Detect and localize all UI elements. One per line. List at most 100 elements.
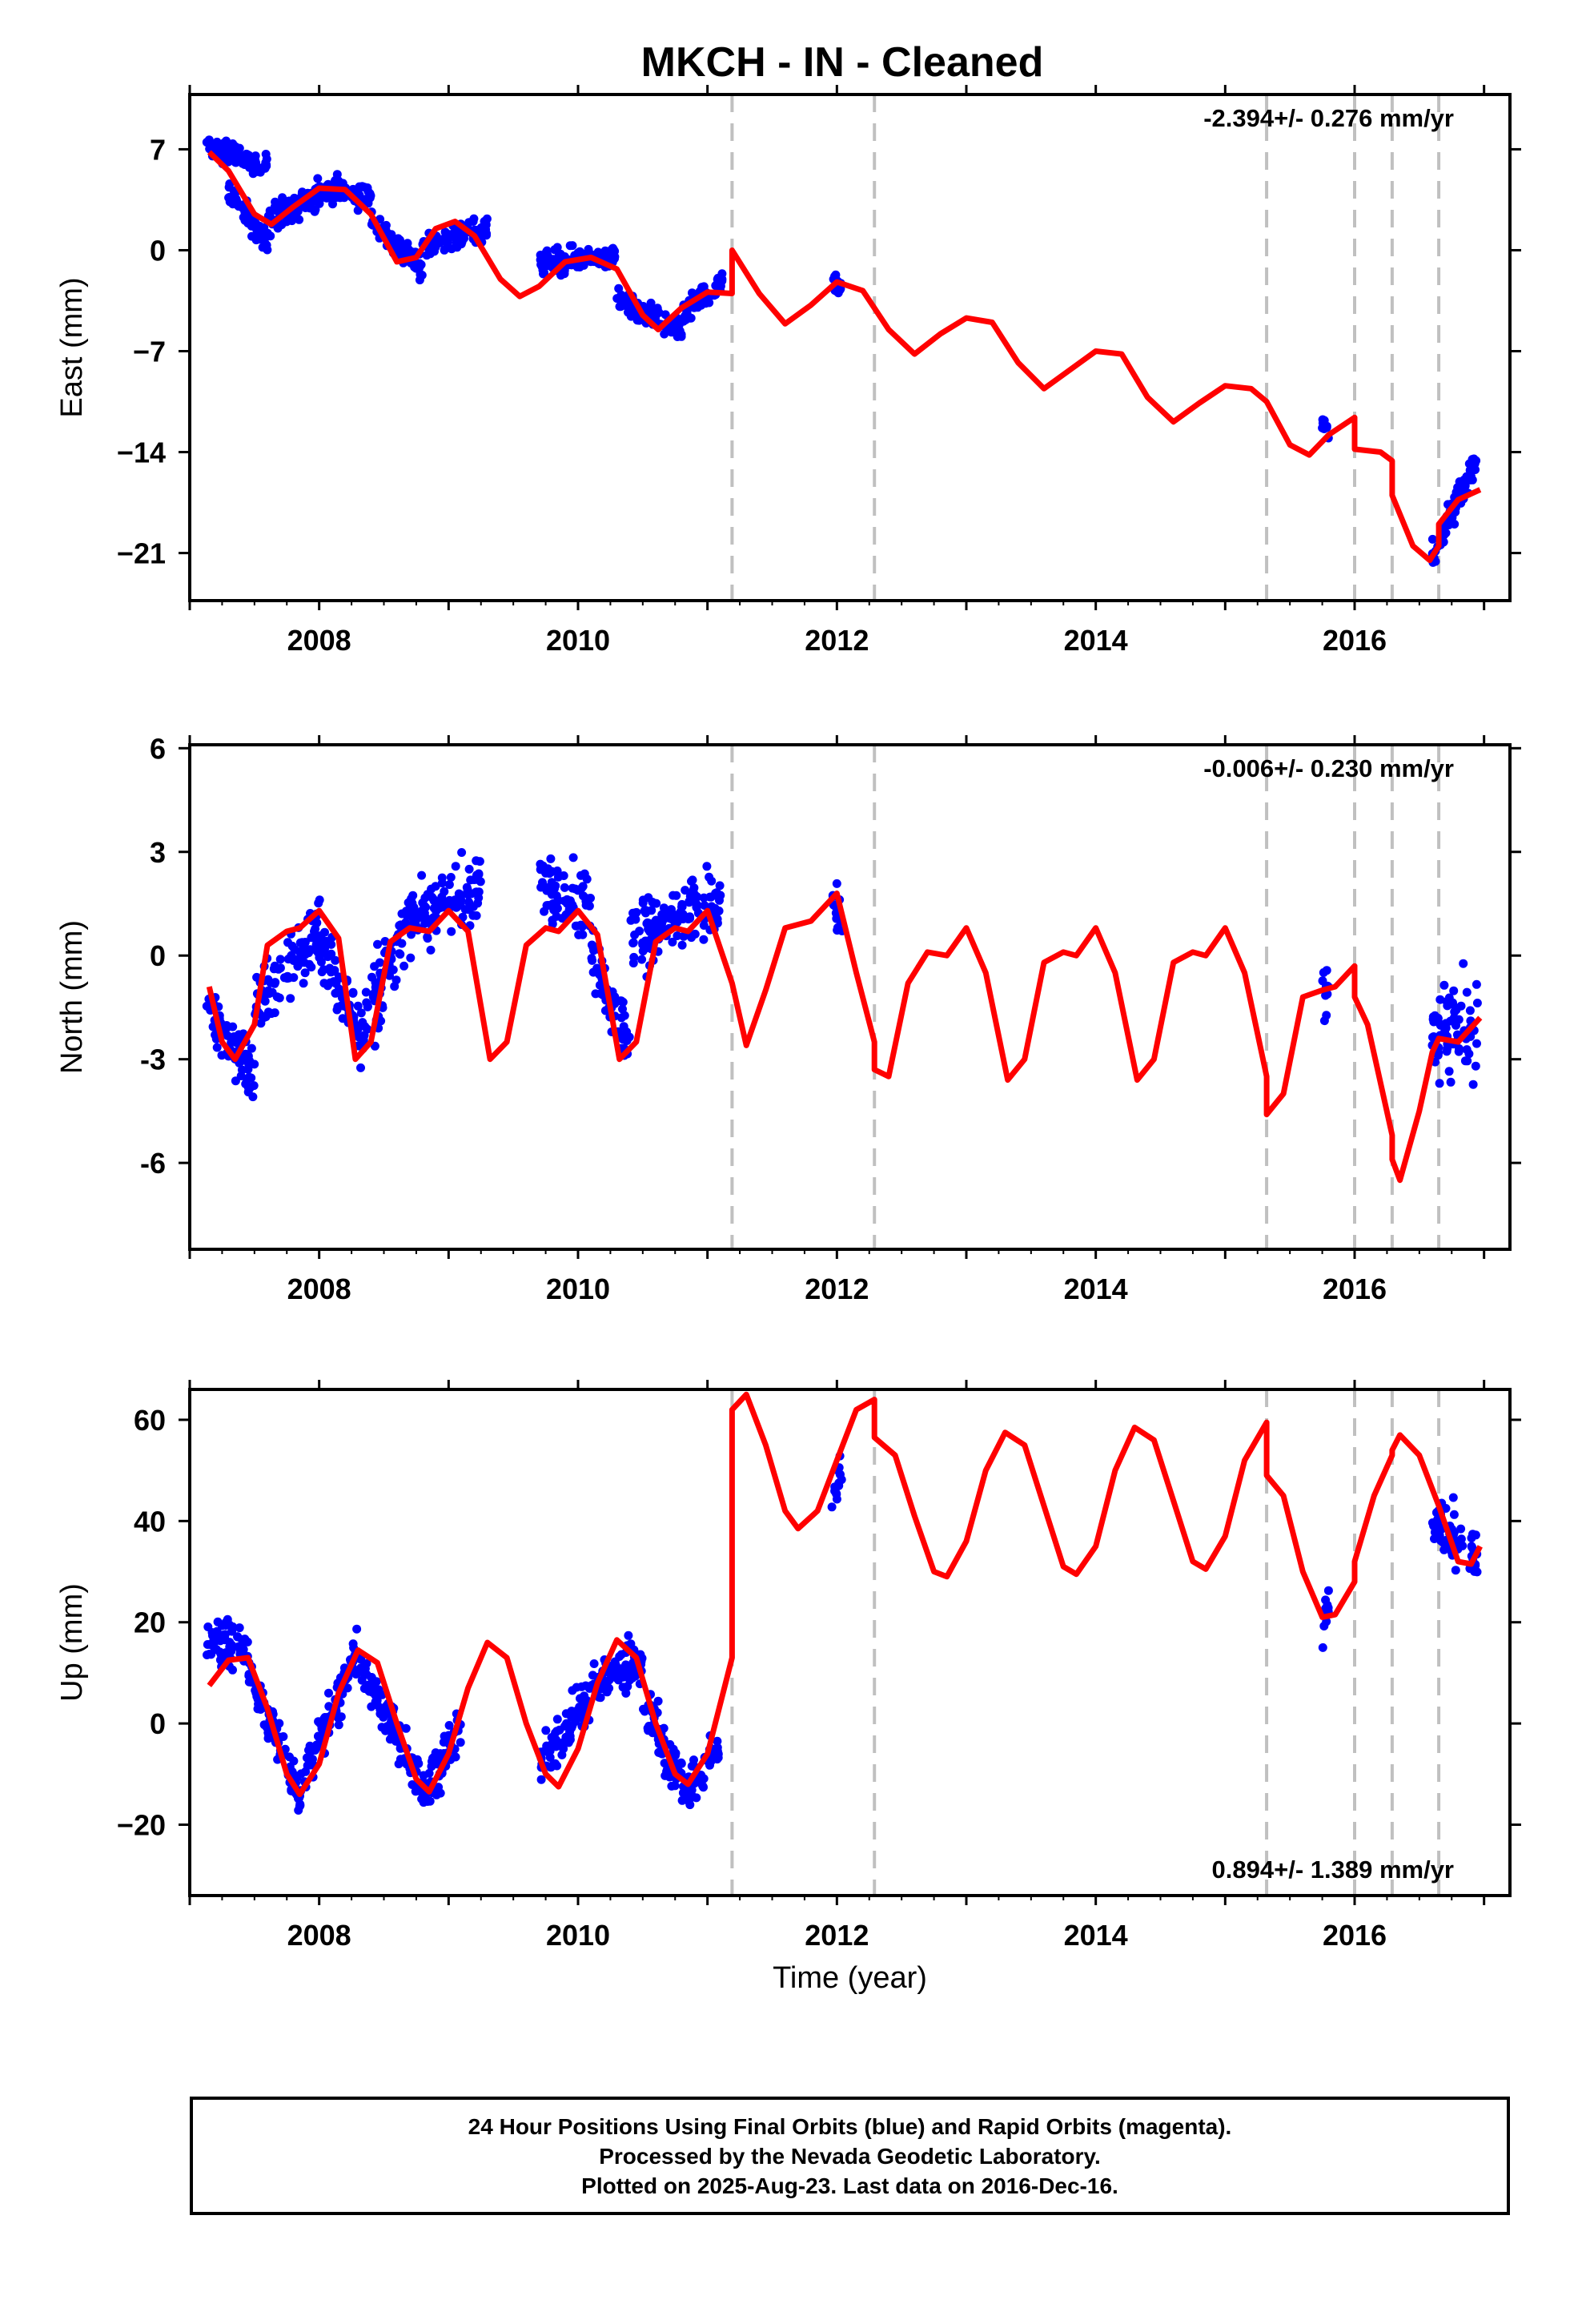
data-point bbox=[303, 202, 312, 211]
data-point bbox=[295, 1801, 305, 1810]
data-point bbox=[616, 1664, 626, 1674]
data-point bbox=[424, 1768, 434, 1778]
data-point bbox=[356, 1655, 365, 1664]
data-point bbox=[550, 1735, 560, 1744]
y-tick-label: 40 bbox=[134, 1505, 166, 1538]
y-tick-label: −7 bbox=[133, 336, 166, 368]
data-point bbox=[452, 903, 461, 912]
data-point bbox=[474, 870, 484, 879]
data-point bbox=[425, 1796, 435, 1806]
data-point bbox=[408, 1780, 417, 1789]
data-point bbox=[536, 859, 545, 869]
data-point bbox=[1322, 421, 1331, 431]
x-tick-label: 2012 bbox=[805, 1273, 869, 1305]
x-tick-label: 2010 bbox=[546, 624, 610, 657]
data-point bbox=[215, 148, 225, 158]
y-tick-label: 6 bbox=[150, 732, 166, 765]
data-point bbox=[614, 283, 624, 293]
x-tick-label: 2008 bbox=[287, 1919, 351, 1952]
data-point bbox=[326, 967, 335, 977]
data-point bbox=[673, 931, 682, 940]
data-point bbox=[406, 953, 416, 963]
data-point bbox=[574, 930, 584, 939]
data-point bbox=[648, 305, 656, 315]
data-point bbox=[475, 857, 484, 866]
data-point bbox=[274, 964, 283, 974]
data-point bbox=[400, 961, 409, 971]
data-point bbox=[238, 1638, 247, 1648]
data-point bbox=[690, 890, 700, 899]
data-point bbox=[674, 328, 684, 338]
data-point bbox=[270, 979, 279, 988]
data-point bbox=[363, 1024, 372, 1034]
data-point bbox=[687, 877, 696, 886]
data-point bbox=[460, 905, 470, 915]
data-point bbox=[317, 967, 327, 977]
data-point bbox=[538, 878, 547, 887]
data-point bbox=[1433, 1050, 1443, 1059]
data-point bbox=[577, 883, 587, 893]
data-point bbox=[457, 848, 467, 857]
data-point bbox=[670, 1781, 680, 1791]
data-point bbox=[416, 907, 426, 916]
data-point bbox=[548, 883, 557, 891]
data-point bbox=[1468, 455, 1477, 464]
data-point bbox=[685, 898, 694, 907]
data-point bbox=[331, 175, 340, 185]
data-point bbox=[832, 879, 841, 888]
data-point bbox=[623, 1682, 632, 1691]
data-point bbox=[267, 1009, 276, 1019]
data-point bbox=[589, 1659, 599, 1668]
data-point bbox=[215, 1647, 225, 1657]
data-point bbox=[381, 220, 391, 230]
data-point bbox=[702, 862, 712, 871]
plot-frame bbox=[188, 93, 1512, 602]
footer-line-2: Processed by the Nevada Geodetic Laborat… bbox=[599, 2143, 1101, 2169]
data-point bbox=[420, 919, 430, 928]
data-point bbox=[417, 271, 427, 280]
data-point bbox=[1318, 1642, 1327, 1652]
data-point bbox=[1467, 1542, 1476, 1551]
data-point bbox=[293, 962, 303, 971]
data-point bbox=[243, 216, 253, 226]
data-point bbox=[557, 1750, 567, 1759]
data-point bbox=[1460, 481, 1470, 490]
data-point bbox=[304, 959, 314, 969]
data-point bbox=[352, 1624, 362, 1634]
data-point bbox=[426, 945, 436, 955]
data-point bbox=[687, 1785, 697, 1795]
data-point bbox=[212, 1043, 222, 1052]
data-point bbox=[541, 1726, 551, 1735]
data-point bbox=[204, 139, 214, 148]
data-point bbox=[331, 955, 340, 965]
data-point bbox=[263, 975, 273, 984]
data-point bbox=[577, 922, 587, 931]
data-point bbox=[1427, 1518, 1437, 1527]
data-point bbox=[610, 247, 620, 256]
data-point bbox=[1442, 1047, 1452, 1056]
data-point bbox=[417, 1794, 427, 1803]
data-point bbox=[289, 973, 299, 983]
data-point bbox=[1468, 1080, 1478, 1089]
data-point bbox=[552, 1761, 562, 1771]
data-point bbox=[387, 230, 396, 239]
data-point bbox=[287, 953, 296, 963]
data-point bbox=[715, 881, 725, 891]
data-point bbox=[251, 235, 261, 245]
y-tick-label: 20 bbox=[134, 1606, 166, 1639]
data-point bbox=[713, 919, 722, 928]
data-point bbox=[267, 987, 277, 997]
data-point bbox=[677, 940, 687, 950]
data-point bbox=[407, 894, 416, 903]
data-points bbox=[202, 848, 1482, 1102]
data-point bbox=[1448, 1493, 1458, 1502]
data-points bbox=[202, 135, 1481, 567]
data-point bbox=[711, 909, 721, 919]
data-point bbox=[401, 1723, 411, 1733]
data-point bbox=[628, 908, 637, 918]
data-point bbox=[311, 1743, 321, 1753]
data-point bbox=[233, 1632, 243, 1642]
data-point bbox=[647, 1727, 656, 1736]
data-point bbox=[353, 1668, 363, 1677]
data-point bbox=[660, 329, 669, 339]
